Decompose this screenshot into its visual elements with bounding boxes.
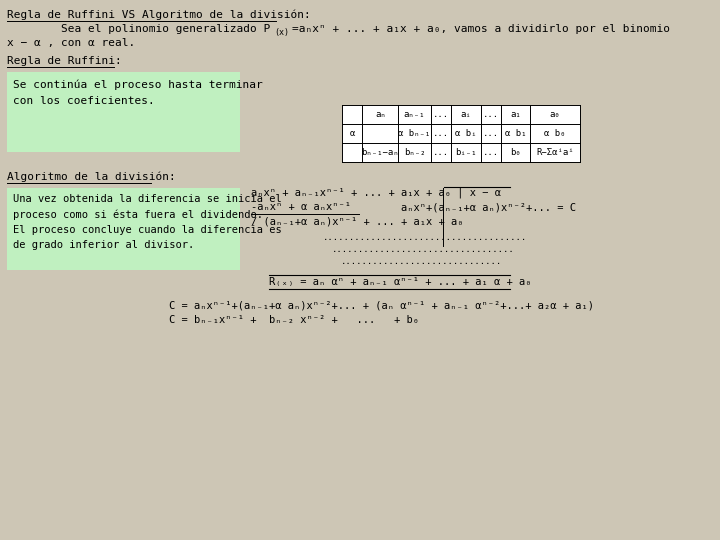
Text: a₁: a₁ (510, 110, 521, 119)
Text: α b₁: α b₁ (505, 129, 526, 138)
Text: R−Σαⁱaⁱ: R−Σαⁱaⁱ (536, 148, 574, 157)
Text: ...: ... (483, 129, 499, 138)
Text: Sea el polinomio generalizado P: Sea el polinomio generalizado P (7, 24, 271, 34)
Text: / (aₙ₋₁+α aₙ)xⁿ⁻¹ + ... + a₁x + a₀: / (aₙ₋₁+α aₙ)xⁿ⁻¹ + ... + a₁x + a₀ (251, 217, 463, 227)
Text: ..................................: .................................. (332, 245, 514, 254)
Text: aₙxⁿ+(aₙ₋₁+α aₙ)xⁿ⁻²+... = C: aₙxⁿ+(aₙ₋₁+α aₙ)xⁿ⁻²+... = C (401, 202, 576, 212)
Text: ......................................: ...................................... (323, 233, 527, 242)
Text: =aₙxⁿ + ... + a₁x + a₀, vamos a dividirlo por el binomio: =aₙxⁿ + ... + a₁x + a₀, vamos a dividirl… (292, 24, 670, 34)
Text: ...: ... (483, 110, 499, 119)
Text: C = aₙxⁿ⁻¹+(aₙ₋₁+α aₙ)xⁿ⁻²+... + (aₙ αⁿ⁻¹ + aₙ₋₁ αⁿ⁻²+...+ a₂α + a₁): C = aₙxⁿ⁻¹+(aₙ₋₁+α aₙ)xⁿ⁻²+... + (aₙ αⁿ⁻… (169, 301, 595, 311)
Text: aₙ₋₁: aₙ₋₁ (404, 110, 426, 119)
Text: Algoritmo de la división:: Algoritmo de la división: (7, 172, 176, 183)
Text: α bᵢ: α bᵢ (455, 129, 477, 138)
Text: ...: ... (433, 129, 449, 138)
Text: α bₙ₋₁: α bₙ₋₁ (398, 129, 431, 138)
Text: aᵢ: aᵢ (461, 110, 472, 119)
Text: aₙxⁿ + aₙ₋₁xⁿ⁻¹ + ... + a₁x + a₀ | x − α: aₙxⁿ + aₙ₋₁xⁿ⁻¹ + ... + a₁x + a₀ | x − α (251, 188, 500, 199)
Text: α: α (350, 129, 355, 138)
Text: -aₙxⁿ + α aₙxⁿ⁻¹: -aₙxⁿ + α aₙxⁿ⁻¹ (251, 202, 351, 212)
Text: Regla de Ruffini:: Regla de Ruffini: (7, 56, 122, 66)
Text: ..............................: .............................. (341, 257, 502, 266)
Text: ...: ... (483, 148, 499, 157)
Text: R₍ₓ₎ = aₙ αⁿ + aₙ₋₁ αⁿ⁻¹ + ... + a₁ α + a₀: R₍ₓ₎ = aₙ αⁿ + aₙ₋₁ αⁿ⁻¹ + ... + a₁ α + … (269, 277, 531, 287)
Text: bₙ₋₂: bₙ₋₂ (404, 148, 426, 157)
Text: Una vez obtenida la diferencia se inicia el
proceso como si ésta fuera el divide: Una vez obtenida la diferencia se inicia… (13, 194, 282, 251)
Text: bₙ₋₁−aₙ: bₙ₋₁−aₙ (361, 148, 399, 157)
Text: C = bₙ₋₁xⁿ⁻¹ +  bₙ₋₂ xⁿ⁻² +   ...   + b₀: C = bₙ₋₁xⁿ⁻¹ + bₙ₋₂ xⁿ⁻² + ... + b₀ (169, 315, 420, 325)
Text: a₀: a₀ (549, 110, 560, 119)
Text: (x): (x) (274, 28, 289, 37)
FancyBboxPatch shape (7, 188, 240, 270)
Text: ...: ... (433, 148, 449, 157)
Text: b₀: b₀ (510, 148, 521, 157)
Text: aₙ: aₙ (375, 110, 386, 119)
Text: Se continúa el proceso hasta terminar
con los coeficientes.: Se continúa el proceso hasta terminar co… (13, 80, 262, 106)
FancyBboxPatch shape (343, 105, 580, 162)
Text: α b₀: α b₀ (544, 129, 565, 138)
Text: bᵢ₋₁: bᵢ₋₁ (455, 148, 477, 157)
Text: Regla de Ruffini VS Algoritmo de la división:: Regla de Ruffini VS Algoritmo de la divi… (7, 10, 311, 21)
FancyBboxPatch shape (7, 72, 240, 152)
Text: ...: ... (433, 110, 449, 119)
Text: x − α , con α real.: x − α , con α real. (7, 38, 135, 48)
